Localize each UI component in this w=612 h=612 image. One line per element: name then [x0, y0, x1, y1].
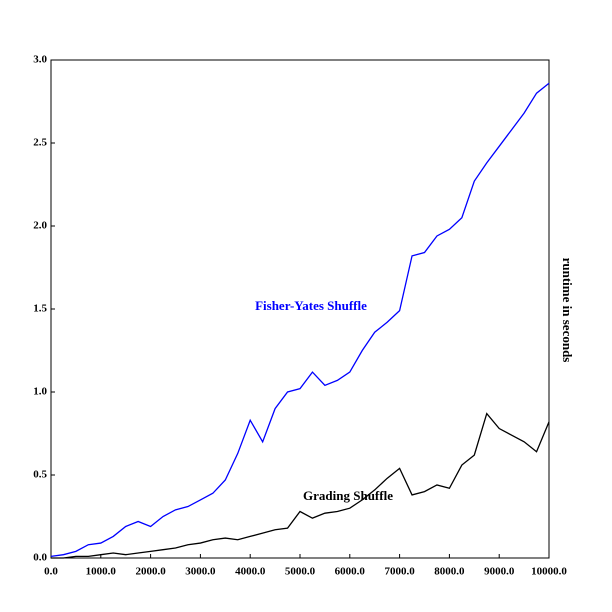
series-line — [51, 412, 550, 559]
y-tick-label: 1.0 — [33, 386, 47, 398]
x-tick-label: 4000.0 — [235, 566, 266, 578]
y-tick-label: 0.5 — [33, 469, 47, 481]
y-tick-label: 2.0 — [33, 220, 47, 232]
series-line — [50, 82, 550, 557]
y-tick-label: 1.5 — [33, 303, 47, 315]
x-tick-label: 10000.0 — [531, 566, 567, 578]
y-tick-label: 2.5 — [33, 137, 47, 149]
x-tick-label: 8000.0 — [434, 566, 465, 578]
series-label: Grading Shuffle — [303, 488, 393, 503]
y-tick-label: 3.0 — [33, 54, 47, 66]
x-tick-label: 6000.0 — [335, 566, 366, 578]
x-tick-label: 2000.0 — [135, 566, 166, 578]
y-axis-label: runtime in seconds — [560, 258, 575, 363]
x-tick-label: 3000.0 — [185, 566, 216, 578]
series-label: Fisher-Yates Shuffle — [255, 298, 367, 313]
x-tick-label: 0.0 — [44, 566, 58, 578]
y-tick-label: 0.0 — [33, 552, 47, 564]
x-tick-label: 1000.0 — [86, 566, 117, 578]
x-tick-label: 7000.0 — [384, 566, 415, 578]
x-tick-label: 5000.0 — [285, 566, 316, 578]
x-tick-label: 9000.0 — [484, 566, 515, 578]
